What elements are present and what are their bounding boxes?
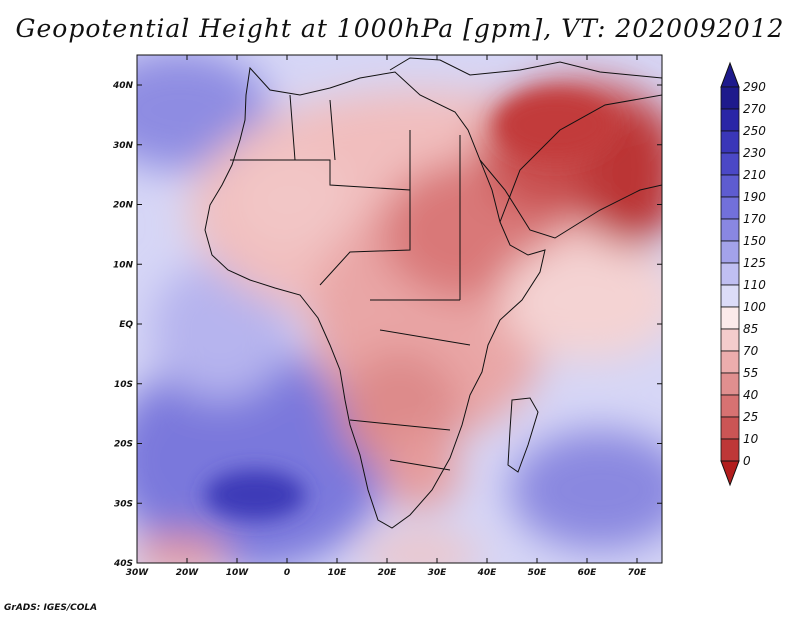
lat-label: EQ: [119, 320, 133, 330]
colorbar-label: 100: [743, 300, 766, 314]
colorbar-label: 170: [743, 212, 766, 226]
longitude-axis: 30W 20W 10W 0 10E 20E 30E 40E 50E 60E 70E: [126, 55, 647, 578]
lat-label: 40N: [112, 81, 134, 91]
lat-label: 10S: [114, 380, 133, 390]
colorbar-label: 55: [743, 366, 758, 380]
lon-label: 50E: [528, 568, 548, 578]
colorbar-label: 85: [743, 322, 758, 336]
colorbar-label: 290: [743, 80, 766, 94]
colorbar-segment: [720, 306, 740, 330]
colorbar-label: 250: [743, 124, 766, 138]
colorbar-segment: [720, 416, 740, 440]
colorbar-segment: [720, 218, 740, 242]
colorbar-label: 40: [743, 388, 759, 402]
lat-label: 10N: [113, 260, 134, 270]
lat-label: 20N: [113, 201, 134, 211]
colorbar-label: 70: [743, 344, 759, 358]
colorbar: 2902702502302101901701501251101008570554…: [720, 61, 766, 487]
colorbar-bottom-arrow: [720, 460, 740, 487]
colorbar-segment: [720, 130, 740, 154]
colorbar-label: 230: [743, 146, 766, 160]
lon-label: 30E: [428, 568, 448, 578]
colorbar-segment: [720, 262, 740, 286]
colorbar-label: 210: [743, 168, 766, 182]
colorbar-top-arrow: [720, 61, 740, 88]
lat-label: 20S: [114, 440, 133, 450]
colorbar-label: 190: [743, 190, 766, 204]
colorbar-segment: [720, 284, 740, 308]
colorbar-segment: [720, 240, 740, 264]
colorbar-segment: [720, 372, 740, 396]
coastlines: [204, 57, 662, 529]
lon-label: 0: [284, 568, 290, 578]
colorbar-label: 270: [743, 102, 766, 116]
colorbar-segment: [720, 438, 740, 462]
colorbar-label: 150: [743, 234, 766, 248]
colorbar-label: 0: [743, 454, 751, 468]
lon-label: 10W: [226, 568, 250, 578]
colorbar-segment: [720, 152, 740, 176]
colorbar-label: 125: [743, 256, 766, 270]
lon-label: 20W: [176, 568, 200, 578]
height-field: [137, 55, 662, 563]
lon-label: 30W: [126, 568, 150, 578]
map-frame: [136, 54, 663, 564]
colorbar-label: 10: [743, 432, 759, 446]
colorbar-segment: [720, 328, 740, 352]
colorbar-label: 25: [743, 410, 758, 424]
colorbar-segment: [720, 196, 740, 220]
colorbar-segment: [720, 86, 740, 110]
lon-label: 60E: [578, 568, 598, 578]
chart-title: Geopotential Height at 1000hPa [gpm], VT…: [15, 14, 785, 43]
colorbar-segment: [720, 394, 740, 418]
grads-credit: GrADS: IGES/COLA: [4, 603, 98, 613]
lon-label: 40E: [477, 568, 498, 578]
lat-label: 30S: [114, 499, 133, 509]
colorbar-segment: [720, 174, 740, 198]
colorbar-segment: [720, 350, 740, 374]
lon-label: 70E: [628, 568, 648, 578]
lon-label: 10E: [328, 568, 348, 578]
latitude-axis: 40N 30N 20N 10N EQ 10S 20S 30S 40S: [112, 81, 662, 569]
colorbar-segment: [720, 108, 740, 132]
colorbar-label: 110: [743, 278, 766, 292]
lat-label: 30N: [113, 141, 134, 151]
lat-label: 40S: [113, 559, 133, 569]
lon-label: 20E: [378, 568, 398, 578]
